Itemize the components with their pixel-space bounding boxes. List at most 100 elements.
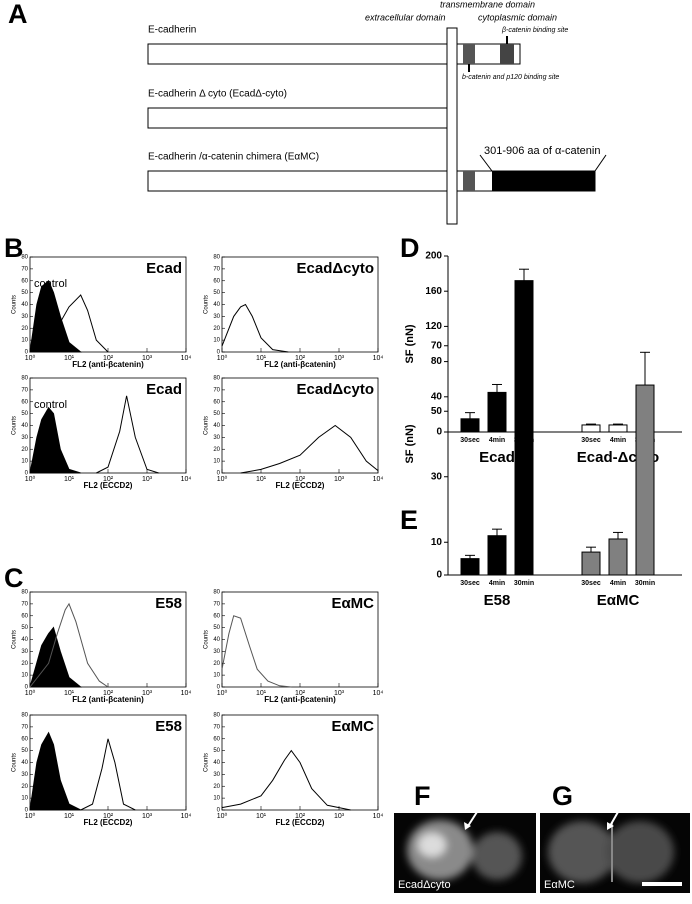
y-tick-label: 70: [21, 266, 28, 272]
chart-title: EcadΔcyto: [297, 381, 374, 398]
y-tick-label: 40: [213, 760, 220, 766]
y-tick-label: 20: [213, 447, 220, 453]
x-tick-label: 30min: [514, 580, 534, 587]
x-tick-label: 10³: [142, 476, 153, 483]
x-tick-label: 10²: [103, 813, 114, 820]
chart-title: Ecad: [146, 260, 182, 277]
bar: [635, 384, 655, 576]
y-tick-label: 50: [21, 748, 28, 754]
x-tick-label: 10²: [103, 355, 114, 362]
y-axis-label: Counts: [12, 295, 18, 314]
bar: [608, 424, 628, 433]
histogram: [80, 738, 136, 811]
x-tick-label: 10⁴: [181, 690, 192, 697]
y-tick-label: 0: [217, 350, 221, 356]
chart-title: EαMC: [331, 718, 374, 735]
y-tick-label: 80: [213, 376, 220, 382]
x-tick-label: 30sec: [460, 437, 480, 444]
panel-label: C: [4, 563, 24, 593]
x-tick-label: 10⁰: [25, 475, 36, 483]
x-tick-label: 10³: [142, 813, 153, 820]
y-axis-label: Counts: [204, 753, 210, 772]
panel-label: E: [400, 505, 418, 535]
histogram: [29, 279, 83, 353]
cell-image: [548, 821, 674, 883]
arrow: [467, 811, 478, 827]
y-tick-label: 50: [213, 290, 220, 296]
y-tick-label: 40: [21, 302, 28, 308]
chart-title: EcadΔcyto: [297, 260, 374, 277]
x-tick-label: 10¹: [256, 813, 267, 820]
y-tick-label: 20: [21, 661, 28, 667]
y-tick-label: 30: [21, 435, 28, 441]
x-tick-label: 10¹: [256, 690, 267, 697]
chart-title: Ecad: [146, 381, 182, 398]
y-tick-label: 50: [21, 625, 28, 631]
histogram: [221, 615, 292, 688]
y-axis-label: SF (nN): [404, 324, 416, 363]
x-tick-label: 10²: [295, 476, 306, 483]
y-tick-label: 20: [213, 326, 220, 332]
y-tick-label: 0: [217, 685, 221, 691]
x-axis-label: FL2 (anti-βcatenin): [72, 360, 144, 369]
annotation: 301-906 aa of α-catenin: [484, 145, 600, 157]
y-tick-label: 30: [213, 772, 220, 778]
histogram: [221, 749, 351, 811]
y-tick-label: 60: [21, 278, 28, 284]
cell-image: [407, 820, 522, 880]
construct-bar: [147, 43, 521, 65]
x-tick-label: 10²: [295, 813, 306, 820]
y-tick-label: 0: [25, 350, 29, 356]
x-axis-label: FL2 (anti-βcatenin): [72, 695, 144, 704]
domain-label: transmembrane domain: [440, 0, 535, 9]
bar: [608, 538, 628, 576]
y-axis-label: Counts: [12, 630, 18, 649]
x-tick-label: 10¹: [64, 355, 75, 362]
x-tick-label: 10²: [295, 690, 306, 697]
y-tick-label: 30: [21, 314, 28, 320]
y-axis-label: Counts: [204, 630, 210, 649]
bar: [581, 424, 601, 433]
y-tick-label: 0: [436, 427, 442, 438]
panel-label: G: [552, 781, 573, 811]
x-tick-label: 10⁴: [373, 813, 384, 820]
construct-bar: [147, 107, 448, 129]
annotation: β-catenin binding site: [501, 27, 568, 34]
y-tick-label: 80: [21, 255, 28, 261]
construct-label: E-cadherin /α-catenin chimera (EαMC): [148, 152, 319, 163]
x-tick-label: 10²: [103, 476, 114, 483]
y-tick-label: 120: [425, 321, 442, 332]
y-tick-label: 30: [21, 649, 28, 655]
y-tick-label: 40: [213, 423, 220, 429]
arrow-head: [464, 822, 471, 830]
x-axis-label: FL2 (anti-βcatenin): [264, 360, 336, 369]
construct-label: E-cadherin Δ cyto (EcadΔ-cyto): [148, 89, 287, 100]
y-tick-label: 80: [213, 590, 220, 596]
group-label: EαMC: [597, 592, 640, 609]
y-tick-label: 20: [21, 784, 28, 790]
chart-title: E58: [155, 595, 182, 612]
y-tick-label: 70: [213, 387, 220, 393]
binding-site: [463, 44, 475, 64]
y-tick-label: 0: [436, 570, 442, 581]
y-tick-label: 60: [213, 736, 220, 742]
y-tick-label: 40: [213, 302, 220, 308]
panel-label: D: [400, 233, 420, 263]
y-tick-label: 60: [21, 399, 28, 405]
y-tick-label: 0: [25, 808, 29, 814]
x-tick-label: 10³: [334, 476, 345, 483]
y-tick-label: 70: [213, 724, 220, 730]
arrow-head: [607, 822, 614, 830]
bar: [487, 535, 507, 576]
bar: [487, 391, 507, 433]
y-tick-label: 40: [213, 637, 220, 643]
image-label: EcadΔcyto: [398, 879, 451, 891]
x-axis-label: FL2 (ECCD2): [276, 818, 325, 827]
y-axis-label: Counts: [204, 295, 210, 314]
y-tick-label: 50: [213, 411, 220, 417]
y-tick-label: 40: [21, 423, 28, 429]
x-tick-label: 10³: [142, 355, 153, 362]
y-tick-label: 20: [213, 784, 220, 790]
x-tick-label: 4min: [610, 580, 626, 587]
